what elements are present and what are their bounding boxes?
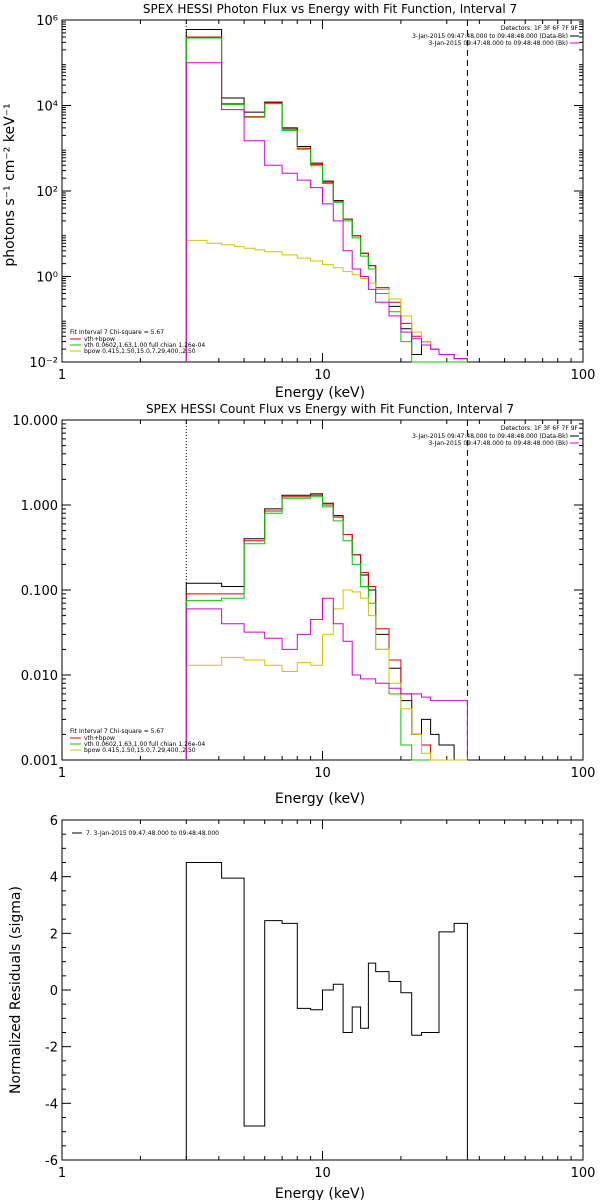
legend-entry: 3-Jan-2015 09:47:48.000 to 09:48:48.000 … bbox=[428, 40, 579, 47]
series-line-bk bbox=[185, 62, 468, 362]
legend-entry: vth 0.0602,1.63,1.00 full chian 1.26e-04 bbox=[70, 741, 205, 748]
photon-flux-xlabel: Energy (keV) bbox=[275, 385, 365, 401]
legend-entry: vth+bpow bbox=[70, 336, 115, 343]
series-line-bpow bbox=[185, 589, 468, 761]
residuals-xlabel: Energy (keV) bbox=[275, 1186, 365, 1200]
y-tick-label-0-001: 0.001 bbox=[21, 754, 58, 769]
photon-flux-detectors: Detectors: 1F 3F 6F 7F 9F bbox=[501, 25, 579, 32]
photon-flux-ticks: 1 10 100 10⁻² 10⁰ 10² 10⁴ 10⁶ bbox=[29, 14, 595, 383]
photon-flux-fit-legend: Fit Interval 7 Chi-square = 5.67 vth+bpo… bbox=[70, 329, 205, 355]
count-flux-time-legend: Detectors: 1F 3F 6F 7F 9F 3-Jan-2015 09:… bbox=[412, 425, 579, 447]
y-tick-label-10: 10² bbox=[36, 185, 58, 200]
count-flux-energy-limits bbox=[185, 420, 468, 760]
count-flux-detectors: Detectors: 1F 3F 6F 7F 9F bbox=[501, 425, 579, 432]
series-line-vth-bpow bbox=[185, 494, 468, 761]
residuals-ylabel: Normalized Residuals (sigma) bbox=[8, 886, 24, 1094]
photon-flux-energy-limits bbox=[185, 20, 468, 362]
legend-entry: bpow 0.415,1.50,15.0,7.29,400.,2.50 bbox=[70, 747, 196, 754]
legend-entry-label: vth+bpow bbox=[84, 735, 115, 742]
legend-entry: vth+bpow bbox=[70, 735, 115, 742]
photon-flux-time-legend: Detectors: 1F 3F 6F 7F 9F 3-Jan-2015 09:… bbox=[412, 25, 579, 47]
x-tick-label-100: 100 bbox=[571, 1166, 596, 1181]
x-tick-label-1: 1 bbox=[58, 368, 66, 383]
legend-entry-label: 3-Jan-2015 09:47:48.000 to 09:48:48.000 … bbox=[412, 33, 568, 40]
series-line-data bbox=[185, 493, 468, 761]
fit-legend-header: Fit Interval 7 Chi-square = 5.67 bbox=[70, 329, 164, 336]
y-tick-label-6: 6 bbox=[50, 814, 58, 829]
photon-flux-series bbox=[185, 29, 468, 363]
y-tick-label-2: 2 bbox=[50, 927, 58, 942]
series-line-vth bbox=[185, 496, 468, 761]
legend-entry: 3-Jan-2015 09:47:48.000 to 09:48:48.000 … bbox=[412, 433, 579, 440]
x-tick-label-1: 1 bbox=[58, 1166, 66, 1181]
residuals-ticks: 1 10 100 -6 -4 -2 0 2 4 6 bbox=[45, 814, 595, 1181]
legend-entry-label: vth 0.0602,1.63,1.00 full chian 1.26e-04 bbox=[84, 342, 205, 349]
series-line-residuals bbox=[185, 862, 468, 1160]
x-tick-label-100: 100 bbox=[571, 766, 596, 781]
legend-entry: 7. 3-Jan-2015 09:47:48.000 to 09:48:48.0… bbox=[72, 830, 219, 837]
count-flux-ticks: 1 10 100 0.001 0.010 0.100 1.000 10.000 bbox=[13, 414, 596, 781]
legend-entry-label: vth 0.0602,1.63,1.00 full chian 1.26e-04 bbox=[84, 741, 205, 748]
photon-flux-title: SPEX HESSI Photon Flux vs Energy with Fi… bbox=[143, 2, 517, 16]
series-line-bpow bbox=[185, 239, 468, 362]
y-tick-label-4: 4 bbox=[50, 871, 58, 886]
y-tick-label-10-000: 10.000 bbox=[13, 414, 59, 429]
count-flux-fit-legend: Fit Interval 7 Chi-square = 5.67 vth+bpo… bbox=[70, 728, 205, 754]
residuals-legend: 7. 3-Jan-2015 09:47:48.000 to 09:48:48.0… bbox=[72, 830, 219, 837]
count-flux-plot-frame bbox=[61, 419, 584, 761]
count-flux-series bbox=[185, 493, 468, 761]
y-tick-label-10: 10⁴ bbox=[36, 100, 58, 115]
legend-entry-label: bpow 0.415,1.50,15.0,7.29,400.,2.50 bbox=[84, 348, 196, 355]
y-tick-label-0: 0 bbox=[50, 984, 58, 999]
residuals-series bbox=[185, 862, 468, 1160]
legend-entry: 3-Jan-2015 09:47:48.000 to 09:48:48.000 … bbox=[428, 440, 579, 447]
x-tick-label-100: 100 bbox=[571, 368, 596, 383]
legend-entry-label: 7. 3-Jan-2015 09:47:48.000 to 09:48:48.0… bbox=[86, 830, 219, 837]
legend-entry-label: 3-Jan-2015 09:47:48.000 to 09:48:48.000 … bbox=[428, 440, 568, 447]
series-line-vth-bpow bbox=[185, 36, 468, 362]
count-flux-title: SPEX HESSI Count Flux vs Energy with Fit… bbox=[146, 402, 514, 416]
residuals-panel: Energy (keV) Normalized Residuals (sigma… bbox=[8, 814, 595, 1200]
legend-entry-label: 3-Jan-2015 09:47:48.000 to 09:48:48.000 … bbox=[428, 40, 568, 47]
y-tick-label-0-010: 0.010 bbox=[21, 669, 58, 684]
x-tick-label-10: 10 bbox=[314, 1166, 331, 1181]
y-tick-label-0-100: 0.100 bbox=[21, 584, 58, 599]
fit-legend-header: Fit Interval 7 Chi-square = 5.67 bbox=[70, 728, 164, 735]
y-tick-label-10: 10⁶ bbox=[36, 14, 58, 29]
y-tick-label-10: 10⁰ bbox=[36, 271, 58, 286]
y-tick-label-1-000: 1.000 bbox=[21, 499, 58, 514]
count-flux-xlabel: Energy (keV) bbox=[275, 791, 365, 807]
legend-entry: vth 0.0602,1.63,1.00 full chian 1.26e-04 bbox=[70, 342, 205, 349]
y-tick-label-4: -4 bbox=[45, 1097, 58, 1112]
x-tick-label-10: 10 bbox=[314, 368, 331, 383]
x-tick-label-10: 10 bbox=[314, 766, 331, 781]
legend-entry-label: 3-Jan-2015 09:47:48.000 to 09:48:48.000 … bbox=[412, 433, 568, 440]
y-tick-label-2: -2 bbox=[45, 1041, 58, 1056]
count-flux-panel: SPEX HESSI Count Flux vs Energy with Fit… bbox=[13, 402, 596, 807]
photon-flux-panel: SPEX HESSI Photon Flux vs Energy with Fi… bbox=[2, 2, 595, 401]
y-tick-label-10: 10⁻² bbox=[29, 356, 58, 371]
legend-entry-label: bpow 0.415,1.50,15.0,7.29,400.,2.50 bbox=[84, 747, 196, 754]
x-tick-label-1: 1 bbox=[58, 766, 66, 781]
photon-flux-ylabel: photons s⁻¹ cm⁻² keV⁻¹ bbox=[2, 103, 18, 266]
series-line-data bbox=[185, 29, 468, 362]
legend-entry-label: vth+bpow bbox=[84, 336, 115, 343]
legend-entry: bpow 0.415,1.50,15.0,7.29,400.,2.50 bbox=[70, 348, 196, 355]
series-line-bk bbox=[185, 597, 468, 760]
y-tick-label-6: -6 bbox=[45, 1154, 58, 1169]
legend-entry: 3-Jan-2015 09:47:48.000 to 09:48:48.000 … bbox=[412, 33, 579, 40]
series-line-vth bbox=[185, 37, 468, 363]
